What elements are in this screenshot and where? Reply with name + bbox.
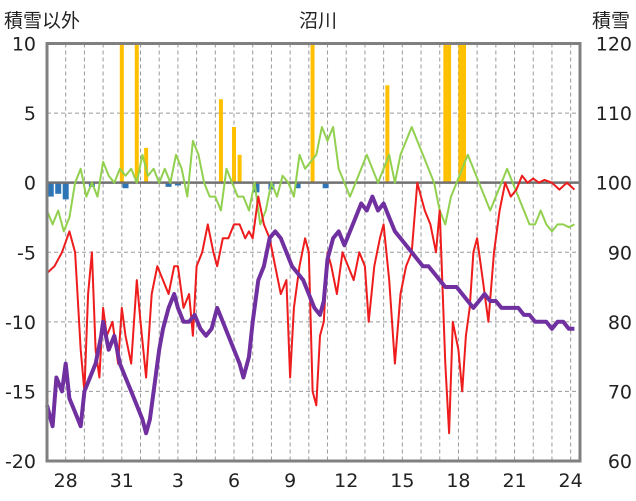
x-tick: 12	[334, 470, 358, 492]
x-tick: 31	[110, 470, 134, 492]
x-tick: 6	[228, 470, 240, 492]
snowfall-bar	[134, 43, 139, 183]
chart-title: 沼川	[299, 10, 337, 32]
x-tick: 18	[446, 470, 470, 492]
y-tick-left: 10	[12, 34, 36, 56]
snowfall-bar	[447, 43, 452, 183]
negative-bar	[174, 182, 181, 186]
left-axis-label: 積雪以外	[4, 10, 80, 32]
tick-labels: 10 5 0 -5 -10 -15 -20 120 110 100 90 80 70 60 28 31 3 6 9 1…	[5, 34, 632, 493]
snowfall-bar	[119, 43, 124, 183]
series-line	[45, 194, 575, 436]
line-layer	[45, 126, 576, 436]
snowfall-bar	[458, 43, 463, 183]
x-tick: 3	[172, 470, 184, 492]
negative-bar	[322, 182, 329, 189]
series-line	[46, 174, 576, 435]
y-tick-left: -5	[17, 242, 36, 264]
negative-bar	[122, 182, 129, 189]
y-tick-left: -20	[5, 451, 36, 473]
y-tick-right: 100	[596, 173, 632, 195]
x-tick: 21	[502, 470, 526, 492]
x-tick: 24	[559, 470, 583, 492]
x-tick: 15	[390, 470, 414, 492]
y-tick-right: 110	[596, 103, 632, 125]
negative-bar	[55, 182, 62, 194]
y-tick-left: 5	[24, 103, 36, 125]
negative-bar	[294, 182, 301, 189]
y-tick-left: 0	[24, 173, 36, 195]
x-tick: 9	[284, 470, 296, 492]
negative-bar	[62, 182, 69, 200]
snowfall-bar	[385, 85, 390, 183]
y-tick-left: -15	[5, 381, 36, 403]
bar-layer	[47, 43, 467, 200]
snowfall-bar	[310, 43, 315, 183]
y-tick-right: 120	[596, 34, 632, 56]
y-tick-right: 70	[608, 381, 632, 403]
series-line	[46, 126, 575, 233]
negative-bar	[165, 182, 172, 187]
negative-bar	[253, 182, 260, 193]
snowfall-bar	[237, 154, 242, 183]
snowfall-bar	[232, 127, 237, 183]
y-tick-left: -10	[5, 312, 36, 334]
y-tick-right: 80	[608, 312, 632, 334]
plot-frame	[45, 42, 582, 463]
y-tick-right: 60	[608, 451, 632, 473]
snowfall-bar	[462, 43, 467, 183]
right-axis-label: 積雪	[592, 10, 630, 32]
x-tick: 28	[54, 470, 78, 492]
snowfall-bar	[218, 99, 223, 183]
y-tick-right: 90	[608, 242, 632, 264]
snowfall-bar	[443, 43, 448, 183]
negative-bar	[47, 182, 54, 197]
